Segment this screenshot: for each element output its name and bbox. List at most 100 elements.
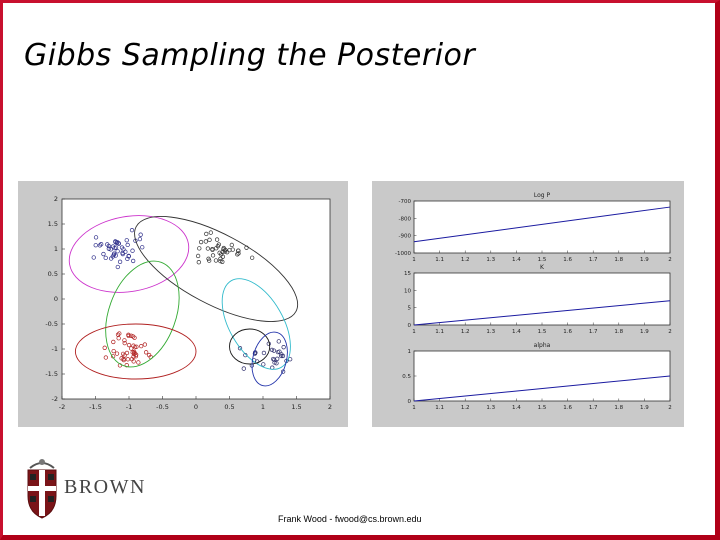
y-tick-label: -0.5 (45, 320, 58, 328)
cluster-ellipse (68, 215, 190, 293)
data-point (227, 247, 232, 253)
x-tick-label: 1.6 (563, 329, 572, 335)
data-point (120, 250, 125, 256)
data-point (210, 253, 216, 258)
data-point (143, 350, 149, 355)
y-tick-label: -800 (399, 216, 412, 222)
data-point (117, 259, 123, 264)
x-tick-label: 1 (412, 257, 416, 263)
data-point (274, 361, 279, 366)
data-point (93, 243, 98, 248)
y-tick-label: -900 (399, 234, 412, 240)
data-point (99, 242, 104, 247)
data-point (223, 247, 228, 253)
data-point (116, 241, 121, 246)
trace-title: K (540, 264, 545, 271)
data-point (111, 339, 116, 345)
data-point (132, 335, 137, 340)
data-point (280, 369, 286, 374)
x-tick-label: 1 (412, 405, 416, 411)
x-tick-label: 0 (194, 403, 198, 411)
x-tick-label: 1.3 (486, 329, 495, 335)
data-points (91, 228, 293, 374)
x-tick-label: 1.2 (461, 405, 470, 411)
x-tick-label: 1.9 (640, 329, 649, 335)
x-tick-label: 1.6 (563, 405, 572, 411)
x-tick-label: 1.4 (512, 405, 521, 411)
data-point (119, 245, 125, 250)
data-point (205, 246, 211, 251)
data-point (196, 260, 201, 265)
data-point (117, 331, 122, 336)
data-point (204, 231, 209, 237)
data-point (218, 258, 223, 264)
trace-title: alpha (534, 342, 551, 349)
data-point (272, 360, 277, 365)
data-point (220, 259, 225, 264)
x-tick-label: 1.2 (461, 257, 470, 263)
data-point (132, 351, 137, 357)
x-tick-label: 1.5 (538, 405, 547, 411)
data-point (269, 347, 275, 353)
data-point (97, 243, 103, 248)
data-point (112, 245, 117, 251)
data-point (122, 340, 127, 346)
data-point (111, 348, 116, 354)
data-point (101, 251, 106, 257)
data-point (106, 243, 111, 249)
y-tick-label: 0.5 (48, 270, 58, 278)
data-point (115, 264, 120, 270)
y-tick-label: 15 (404, 271, 411, 277)
cluster-ellipse (221, 278, 291, 370)
data-point (279, 353, 284, 359)
cluster-ellipse (251, 331, 288, 387)
brand-text: BROWN (64, 476, 146, 498)
data-point (210, 247, 215, 252)
data-point (119, 356, 124, 361)
data-point (219, 252, 224, 257)
data-point (236, 251, 241, 256)
data-point (230, 247, 235, 252)
data-point (129, 346, 134, 351)
data-point (254, 359, 260, 364)
data-point (207, 258, 212, 263)
data-point (93, 235, 99, 240)
x-tick-label: 1.8 (614, 329, 623, 335)
y-tick-label: -1 (52, 345, 58, 353)
cluster-ellipse (229, 328, 271, 365)
x-tick-label: -2 (59, 403, 65, 411)
trace-plots: Log P 1 1.1 1.2 1.3 1.4 1.5 1.6 1.7 1.8 1.9 2 -700 -8… (395, 192, 672, 411)
data-point (129, 356, 135, 362)
x-tick-label: 2 (328, 403, 332, 411)
x-tick-label: 1.9 (640, 405, 649, 411)
data-point (124, 238, 129, 243)
plot-area (61, 198, 331, 400)
x-tick-label: 1 (412, 329, 416, 335)
data-point (198, 239, 204, 245)
x-tick-label: 0.5 (224, 403, 234, 411)
x-tick-label: 1.8 (614, 405, 623, 411)
data-point (206, 256, 211, 261)
data-point (131, 258, 136, 264)
slide-title: Gibbs Sampling the Posterior (24, 38, 476, 73)
data-point (91, 255, 96, 260)
scatter-plot: -2 -1.5 -1 -0.5 0 0.5 1 1.5 2 2 1.5 1 0.5 0 -0.5 -1 -1.5… (45, 195, 332, 411)
data-point (237, 346, 243, 351)
trace-line (413, 375, 671, 402)
data-point (241, 366, 246, 371)
data-point (195, 253, 201, 259)
trace-plot-area (413, 350, 671, 402)
footer-text: Frank Wood - fwood@cs.brown.edu (278, 514, 422, 524)
y-tick-label: -1000 (395, 251, 411, 257)
data-point (126, 332, 131, 337)
trace-line (413, 206, 671, 243)
data-point (102, 345, 107, 350)
data-point (275, 356, 280, 361)
x-tick-label: -1 (126, 403, 132, 411)
x-tick-label: 1.5 (538, 329, 547, 335)
cluster-ellipse (134, 216, 299, 322)
y-tick-label: 0 (408, 323, 412, 329)
x-tick-label: 1.9 (640, 257, 649, 263)
y-tick-label: 1.5 (48, 220, 58, 228)
